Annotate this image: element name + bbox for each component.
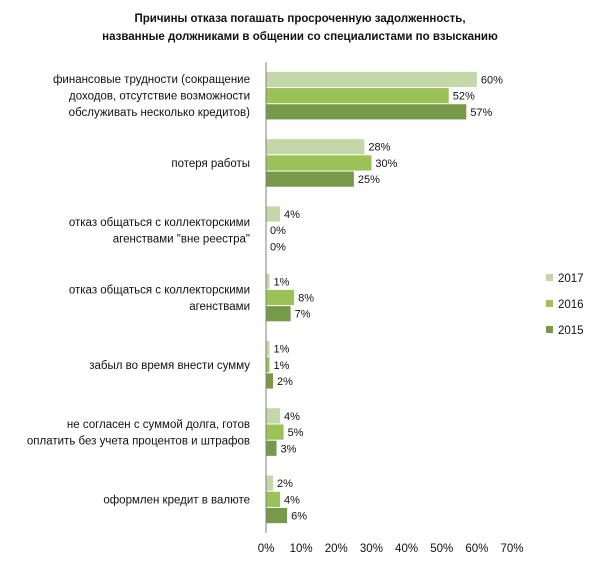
data-labels: 60% 52% 57% 28% 30% 25% 4% 0% 0% 1% 8% 7% 1% 1% 2% 4% 5%… bbox=[270, 74, 503, 522]
data-label: 4% bbox=[284, 411, 300, 423]
x-tick-label: 30% bbox=[360, 543, 383, 555]
legend-label: 2017 bbox=[558, 273, 584, 285]
x-tick-label: 40% bbox=[395, 543, 418, 555]
bar-2015 bbox=[266, 104, 467, 120]
x-tick-label: 60% bbox=[465, 543, 488, 555]
data-label: 25% bbox=[358, 174, 380, 186]
bar-2016 bbox=[266, 289, 295, 306]
data-label: 8% bbox=[298, 293, 314, 305]
x-tick-label: 50% bbox=[430, 543, 453, 555]
data-label: 60% bbox=[481, 74, 503, 86]
data-label: 4% bbox=[284, 494, 300, 506]
category-label: финансовые трудности (сокращение bbox=[53, 74, 250, 86]
data-label: 2% bbox=[277, 478, 293, 490]
chart-title-line: названные должниками в общении со специа… bbox=[102, 31, 498, 43]
data-label: 52% bbox=[453, 91, 475, 103]
legend-swatch-2017 bbox=[546, 274, 553, 281]
bar-2017 bbox=[266, 475, 274, 491]
data-label: 30% bbox=[375, 158, 397, 170]
x-axis: 0% 10% 20% 30% 40% 50% 60% 70% bbox=[258, 62, 524, 555]
category-label: отказ общаться с коллекторскими bbox=[69, 217, 250, 229]
data-label: 0% bbox=[270, 241, 286, 253]
category-label: обслуживать несколько кредитов) bbox=[69, 107, 250, 119]
bar-2017 bbox=[266, 408, 281, 424]
category-label: отказ общаться с коллекторскими bbox=[69, 284, 250, 296]
bar-2016 bbox=[266, 357, 270, 373]
legend-swatch-2015 bbox=[546, 326, 553, 333]
data-label: 4% bbox=[284, 209, 300, 221]
bars bbox=[266, 71, 477, 524]
category-label: потеря работы bbox=[171, 158, 250, 170]
data-label: 0% bbox=[270, 225, 286, 237]
data-label: 28% bbox=[368, 142, 390, 154]
category-label: агенствами "вне реестра" bbox=[113, 233, 250, 245]
x-tick-label: 20% bbox=[325, 543, 348, 555]
bar-2017 bbox=[266, 206, 281, 222]
data-label: 57% bbox=[470, 107, 492, 119]
data-label: 7% bbox=[295, 309, 311, 321]
legend-label: 2016 bbox=[558, 299, 584, 311]
bar-2015 bbox=[266, 373, 274, 389]
bar-2016 bbox=[266, 88, 449, 104]
bar-2015 bbox=[266, 306, 291, 322]
data-label: 1% bbox=[274, 360, 290, 372]
bar-2015 bbox=[266, 440, 277, 456]
legend-label: 2015 bbox=[558, 325, 584, 337]
data-label: 1% bbox=[274, 344, 290, 356]
legend-swatch-2016 bbox=[546, 300, 553, 307]
data-label: 6% bbox=[291, 511, 307, 523]
bar-2017 bbox=[266, 340, 270, 357]
bar-2016 bbox=[266, 491, 281, 507]
bar-2016 bbox=[266, 155, 372, 171]
category-label: доходов, отсутствие возможности bbox=[69, 91, 250, 103]
bar-2017 bbox=[266, 139, 365, 155]
x-tick-label: 70% bbox=[500, 543, 523, 555]
bar-2015 bbox=[266, 171, 354, 187]
data-label: 1% bbox=[274, 276, 290, 288]
category-label: забыл во время внести сумму bbox=[89, 360, 250, 372]
bar-2017 bbox=[266, 273, 270, 289]
chart-title-line: Причины отказа погашать просроченную зад… bbox=[134, 13, 465, 25]
x-tick-label: 0% bbox=[258, 543, 275, 555]
data-label: 5% bbox=[288, 427, 304, 439]
category-label: оплатить без учета процентов и штрафов bbox=[27, 435, 250, 447]
category-label: не согласен с суммой долга, готов bbox=[67, 419, 250, 431]
category-labels: финансовые трудности (сокращение доходов,… bbox=[27, 74, 250, 506]
category-label: агенствами bbox=[189, 301, 250, 313]
x-tick-label: 10% bbox=[290, 543, 313, 555]
bar-2017 bbox=[266, 71, 477, 88]
data-label: 2% bbox=[277, 376, 293, 388]
bar-2015 bbox=[266, 507, 288, 524]
chart-title: Причины отказа погашать просроченную зад… bbox=[102, 13, 498, 43]
category-label: оформлен кредит в валюте bbox=[103, 494, 250, 506]
legend: 2017 2016 2015 bbox=[546, 273, 584, 337]
bar-2016 bbox=[266, 424, 284, 440]
data-label: 3% bbox=[281, 443, 297, 455]
